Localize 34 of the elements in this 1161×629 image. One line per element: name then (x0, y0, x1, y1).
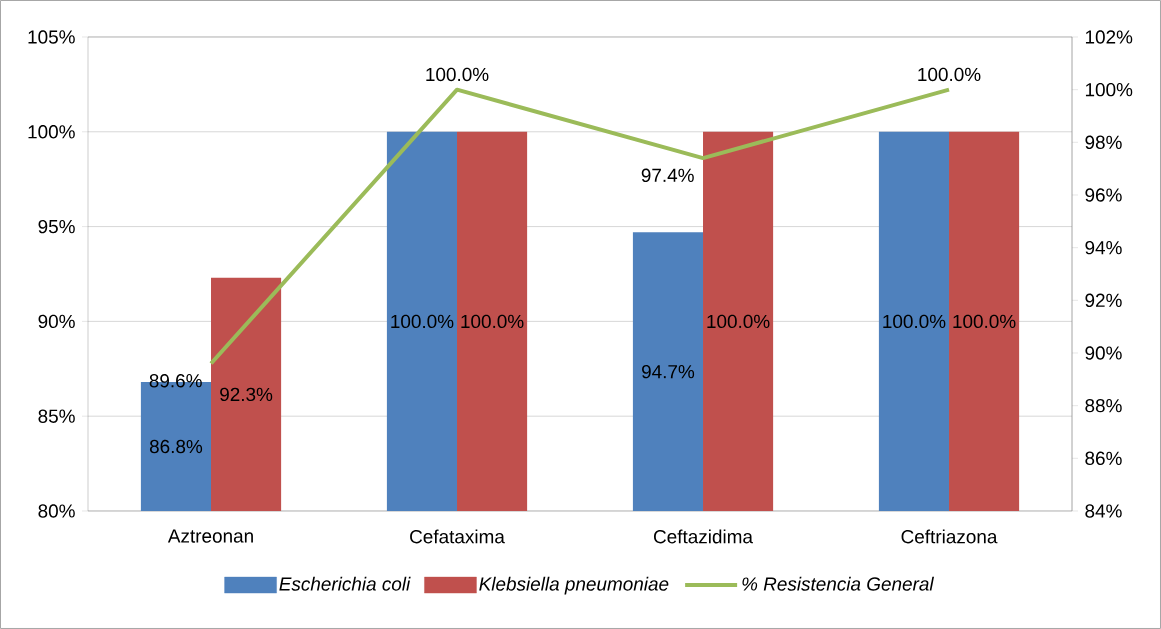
data-label: 92.3% (220, 387, 273, 402)
x-tick-label: Cefataxima (410, 529, 505, 544)
data-label: 100.0% (918, 67, 981, 82)
y-tick-label: 85% (38, 409, 75, 423)
data-label: 100.0% (707, 314, 770, 329)
data-label: 86.8% (149, 439, 203, 454)
y-tick-label: 80% (38, 504, 75, 518)
data-label: 97.4% (641, 168, 694, 183)
y2-tick-label: 102% (1085, 30, 1133, 44)
y2-tick-label: 88% (1085, 398, 1122, 413)
data-label: 100.0% (883, 314, 946, 329)
y-tick-label: 105% (28, 30, 75, 44)
x-tick-label: Aztreonan (167, 529, 253, 543)
data-label: 100.0% (461, 314, 524, 329)
y2-tick-label: 94% (1085, 240, 1122, 255)
legend-label: % Resistencia General (742, 576, 935, 591)
y-tick-label: 90% (38, 314, 75, 329)
y2-tick-label: 96% (1085, 188, 1122, 202)
legend-label: Escherichia coli (279, 576, 411, 591)
data-label: 100.0% (391, 314, 454, 329)
data-label: 100.0% (426, 67, 489, 82)
y2-tick-label: 92% (1085, 293, 1122, 308)
data-label: 94.7% (642, 364, 695, 379)
y2-tick-label: 90% (1085, 346, 1122, 360)
y2-tick-label: 98% (1085, 135, 1122, 150)
y2-tick-label: 86% (1085, 451, 1122, 466)
y-tick-label: 100% (28, 125, 75, 139)
y2-tick-label: 84% (1085, 504, 1122, 518)
data-label: 100.0% (953, 314, 1016, 329)
legend-label: Klebsiella pneumoniae (479, 576, 669, 595)
x-tick-label: Ceftriazona (901, 529, 998, 544)
y2-tick-label: 100% (1085, 82, 1133, 97)
y-tick-label: 95% (38, 219, 75, 234)
x-tick-label: Ceftazidima (653, 529, 753, 544)
